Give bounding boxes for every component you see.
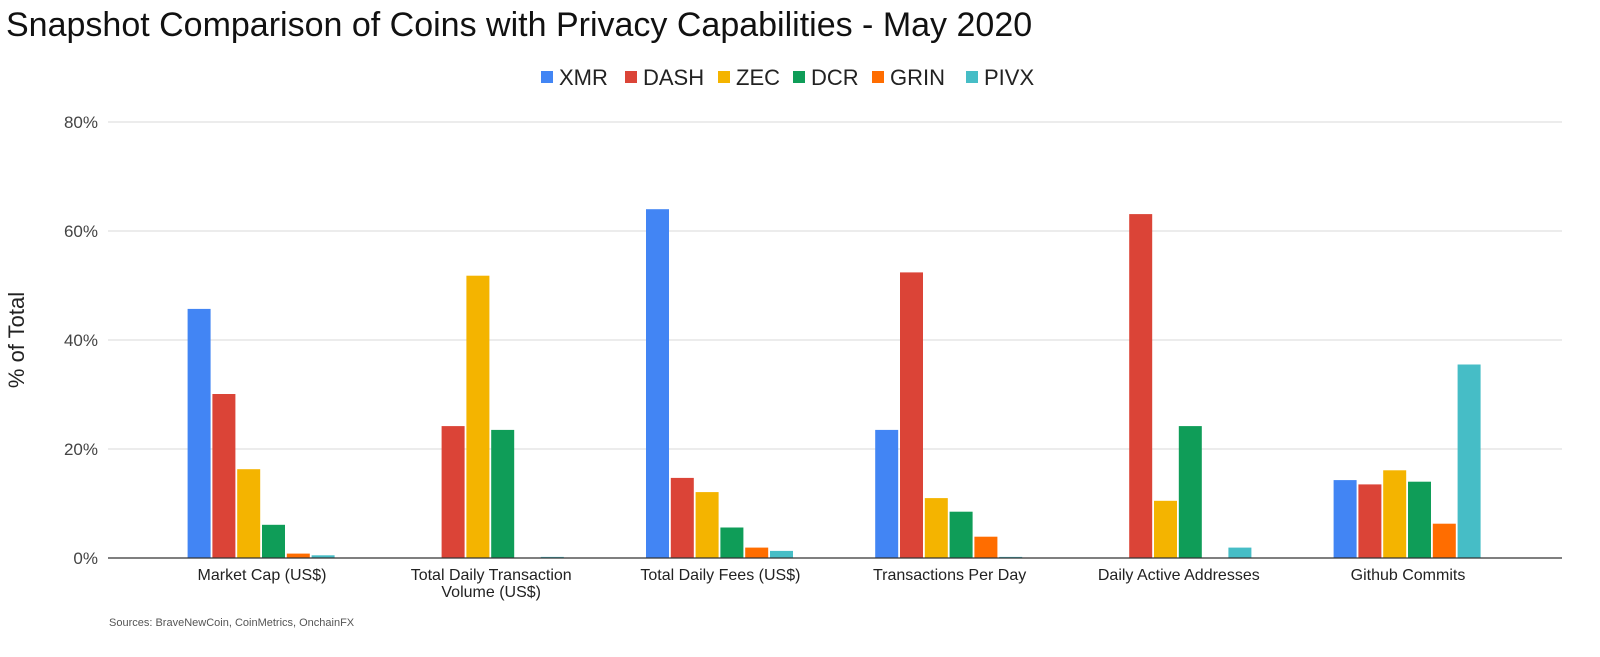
legend-label-dcr: DCR — [811, 65, 859, 90]
bar-pivx — [311, 555, 335, 558]
legend-label-dash: DASH — [643, 65, 704, 90]
legend-label-grin: GRIN — [890, 65, 945, 90]
bar-xmr — [1333, 480, 1357, 558]
bar-zec — [466, 275, 490, 558]
bar-dash — [212, 394, 236, 558]
bar-dcr — [1408, 481, 1431, 558]
bar-xmr — [646, 209, 669, 558]
bar-dash — [900, 272, 923, 558]
bar-dcr — [262, 524, 285, 558]
x-category-label: Total Daily Transaction — [411, 567, 572, 584]
bar-xmr — [187, 308, 211, 558]
bar-grin — [745, 547, 769, 558]
bar-xmr — [875, 429, 899, 558]
y-tick-label: 40% — [64, 331, 98, 350]
bar-grin — [286, 553, 310, 558]
bar-zec — [695, 492, 719, 558]
bar-dash — [1129, 214, 1153, 558]
legend-label-zec: ZEC — [736, 65, 780, 90]
y-tick-label: 80% — [64, 113, 98, 132]
bar-dash — [670, 477, 694, 558]
legend-swatch-pivx — [966, 71, 978, 83]
x-category-label: Volume (US$) — [441, 584, 541, 601]
legend-label-pivx: PIVX — [984, 65, 1034, 90]
x-category-label: Github Commits — [1351, 567, 1466, 584]
chart-title: Snapshot Comparison of Coins with Privac… — [6, 6, 1033, 44]
bar-zec — [1154, 500, 1177, 558]
legend-swatch-dash — [625, 71, 637, 83]
bar-zec — [237, 469, 261, 558]
legend-swatch-grin — [872, 71, 884, 83]
bar-pivx — [770, 550, 793, 558]
bar-zec — [924, 498, 948, 558]
bar-pivx — [1228, 547, 1252, 558]
y-tick-label: 20% — [64, 440, 98, 459]
bar-dcr — [949, 511, 973, 558]
bar-dcr — [491, 429, 515, 558]
legend-swatch-dcr — [793, 71, 805, 83]
x-category-label: Transactions Per Day — [873, 567, 1026, 584]
x-category-label: Total Daily Fees (US$) — [640, 567, 800, 584]
bar-grin — [974, 536, 998, 558]
x-category-label: Daily Active Addresses — [1098, 567, 1260, 584]
y-axis-label: % of Total — [4, 292, 29, 388]
bar-dash — [441, 426, 465, 558]
legend-swatch-xmr — [541, 71, 553, 83]
bar-pivx — [1457, 364, 1481, 558]
bar-dcr — [1178, 426, 1202, 558]
bar-grin — [1432, 523, 1456, 558]
y-tick-label: 60% — [64, 222, 98, 241]
source-note: Sources: BraveNewCoin, CoinMetrics, Onch… — [109, 617, 355, 629]
legend-swatch-zec — [718, 71, 730, 83]
y-tick-label: 0% — [73, 549, 98, 568]
x-category-label: Market Cap (US$) — [198, 567, 327, 584]
bar-dash — [1358, 484, 1382, 558]
legend-label-xmr: XMR — [559, 65, 608, 90]
bar-zec — [1383, 470, 1407, 558]
bar-dcr — [720, 527, 744, 558]
